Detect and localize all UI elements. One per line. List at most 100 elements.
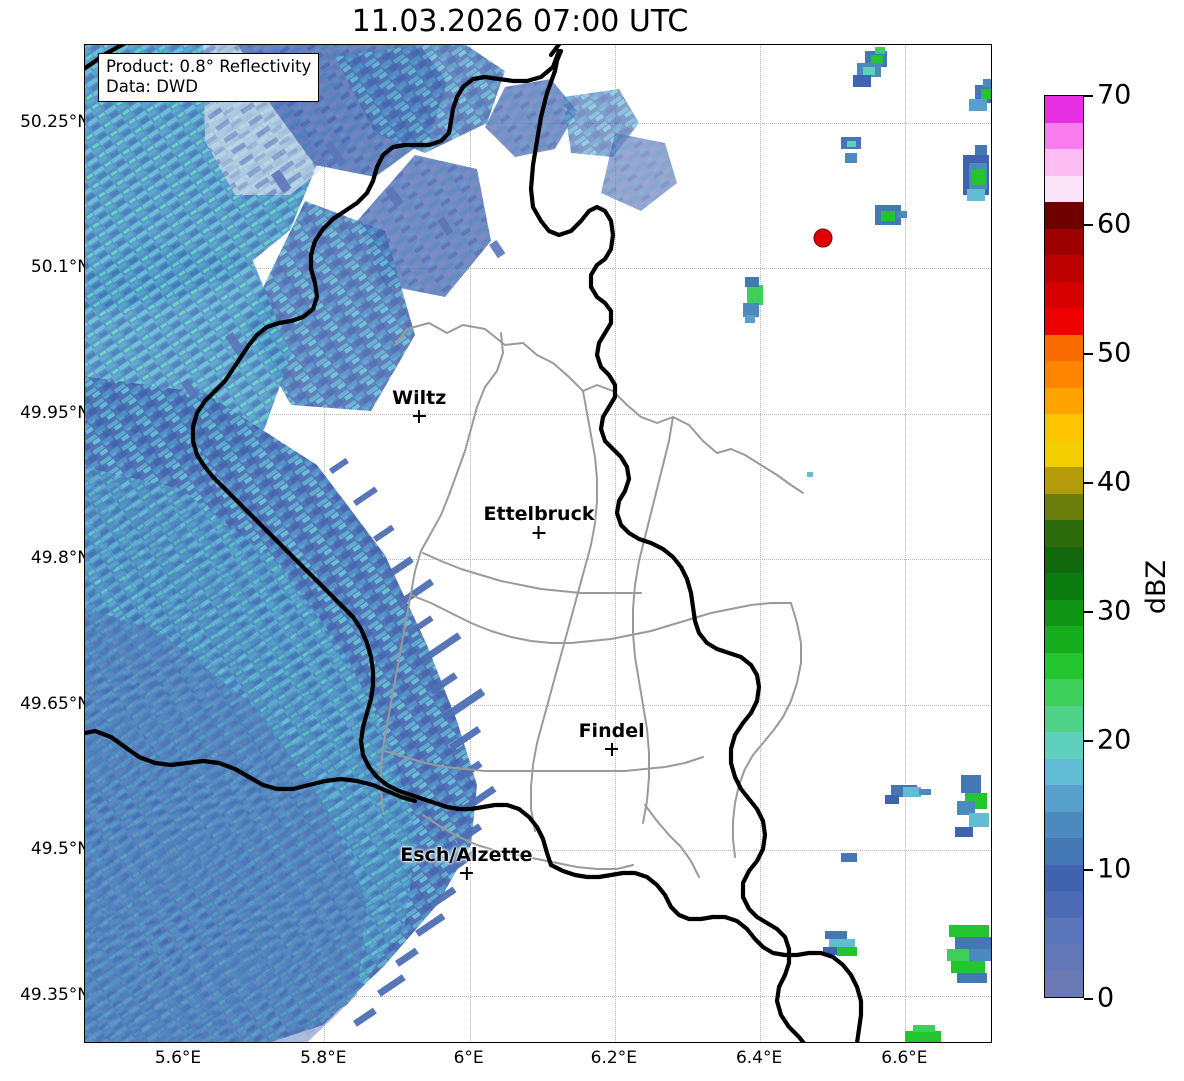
y-tick-label: 49.35°N (20, 984, 90, 1005)
colorbar-segment (1045, 758, 1083, 785)
city-label-esch-alzette: Esch/Alzette (400, 843, 533, 880)
colorbar-segment (1045, 864, 1083, 891)
national-border (85, 45, 864, 1042)
city-label-wiltz: Wiltz (392, 387, 446, 423)
colorbar-tick (1084, 482, 1093, 484)
page-title: 11.03.2026 07:00 UTC (351, 4, 689, 39)
info-data-line: Data: DWD (106, 77, 198, 97)
colorbar-segment (1045, 361, 1083, 388)
colorbar-segment (1045, 732, 1083, 759)
colorbar-segment (1045, 202, 1083, 229)
y-tick-label: 50.1°N (30, 257, 90, 278)
cell-speck-1 (807, 472, 813, 477)
cell-se-6 (905, 1025, 941, 1042)
gridline-x (469, 45, 471, 1042)
colorbar-segment (1045, 520, 1083, 547)
x-tick-label: 5.8°E (300, 1048, 347, 1068)
y-tick-label: 49.65°N (20, 693, 90, 714)
colorbar-segment (1045, 970, 1083, 997)
colorbar-segment (1045, 255, 1083, 282)
colorbar-tick (1084, 224, 1093, 226)
colorbar-segment (1045, 122, 1083, 149)
colorbar-segment (1045, 334, 1083, 361)
colorbar-segment (1045, 493, 1083, 520)
colorbar-title: dBZ (1141, 560, 1172, 615)
y-tick-label: 50.25°N (20, 111, 90, 132)
colorbar-segment (1045, 785, 1083, 812)
x-tick-label: 5.6°E (154, 1048, 202, 1068)
colorbar-segment (1045, 387, 1083, 414)
gridline-y (85, 704, 991, 706)
colorbar-tick-label: 70 (1097, 79, 1132, 111)
colorbar-tick-label: 60 (1097, 208, 1132, 240)
colorbar-segment (1045, 838, 1083, 865)
cell-se-2 (955, 775, 989, 837)
x-tick-label: 6.4°E (735, 1048, 783, 1068)
cell-ne-1 (853, 47, 887, 87)
gridline-x (905, 45, 907, 1042)
colorbar-tick (1084, 353, 1093, 355)
colorbar-segment (1045, 308, 1083, 335)
colorbar-segment (1045, 467, 1083, 494)
colorbar-tick (1084, 611, 1093, 613)
info-product-line: Product: 0.8° Reflectivity (106, 57, 312, 76)
colorbar-segment (1045, 149, 1083, 176)
colorbar-segment (1045, 546, 1083, 573)
y-tick-label: 49.5°N (30, 839, 90, 860)
cell-se-5 (947, 925, 991, 983)
x-tick-label: 6.6°E (881, 1048, 928, 1068)
colorbar-segment (1045, 414, 1083, 441)
cell-se-3 (841, 853, 857, 862)
colorbar-segment (1045, 599, 1083, 626)
colorbar-tick (1084, 95, 1093, 97)
colorbar-tick-label: 10 (1097, 853, 1132, 885)
cell-ne-2 (969, 79, 991, 111)
colorbar-tick (1084, 998, 1093, 1000)
y-tick-label: 49.8°N (30, 548, 90, 569)
city-name: Findel (578, 719, 645, 742)
cell-se-4 (823, 931, 857, 956)
colorbar-tick-label: 40 (1097, 466, 1132, 498)
city-marker-cross (532, 526, 546, 540)
gridline-y (85, 413, 991, 415)
colorbar-segment (1045, 175, 1083, 202)
colorbar-tick-label: 20 (1097, 724, 1132, 756)
city-name: Esch/Alzette (400, 843, 533, 866)
product-info-box: Product: 0.8° Reflectivity Data: DWD (98, 53, 320, 103)
colorbar-segment (1045, 705, 1083, 732)
city-label-ettelbruck: Ettelbruck (483, 503, 595, 540)
gridline-x (760, 45, 762, 1042)
cell-ne-5 (875, 205, 907, 225)
radar-site-marker[interactable] (813, 228, 833, 248)
radar-plot-area[interactable]: Product: 0.8° Reflectivity Data: DWD Wil… (84, 44, 992, 1043)
colorbar-segment (1045, 652, 1083, 679)
colorbar-segment (1045, 281, 1083, 308)
cell-se-1 (885, 785, 931, 804)
city-label-findel: Findel (579, 720, 645, 756)
city-marker-cross (605, 742, 619, 756)
colorbar-segment (1045, 440, 1083, 467)
colorbar-segment (1045, 944, 1083, 971)
gridline-y (85, 268, 991, 270)
colorbar-segment (1045, 811, 1083, 838)
gridline-x (614, 45, 616, 1042)
colorbar-segment (1045, 891, 1083, 918)
x-tick-label: 6.2°E (590, 1048, 637, 1068)
y-tick-label: 49.95°N (20, 402, 90, 423)
city-marker-cross (459, 866, 473, 880)
city-marker-cross (412, 409, 426, 423)
cell-ne-4 (963, 145, 989, 201)
city-name: Wiltz (392, 386, 447, 409)
colorbar-segment (1045, 96, 1083, 123)
canton-boundaries (380, 322, 804, 878)
map-boundaries-layer (85, 45, 864, 1042)
colorbar-segment (1045, 679, 1083, 706)
colorbar[interactable] (1044, 95, 1084, 998)
city-name: Ettelbruck (483, 503, 595, 526)
colorbar-tick-label: 50 (1097, 337, 1132, 369)
gridline-y (85, 850, 991, 852)
colorbar-tick (1084, 869, 1093, 871)
cell-ne-3 (841, 137, 861, 163)
colorbar-segment (1045, 573, 1083, 600)
